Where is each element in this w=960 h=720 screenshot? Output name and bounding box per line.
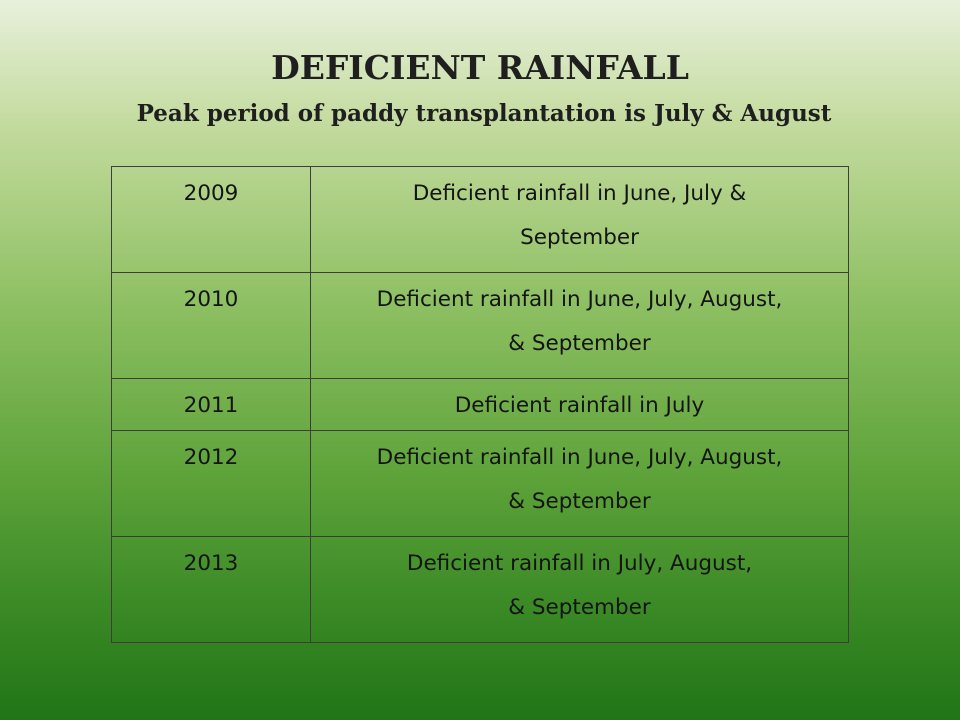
description-cell: Deficient rainfall in June, July, August… [310,272,849,379]
table-row: 2013 Deficient rainfall in July, August,… [111,536,849,643]
description-line: & September [508,595,651,620]
description-cell: Deficient rainfall in July, August, & Se… [310,536,849,643]
description-line: Deficient rainfall in July, August, [406,551,753,576]
year-cell: 2012 [111,430,311,537]
description-line: Deficient rainfall in June, July, August… [376,445,783,470]
slide-subtitle: Peak period of paddy transplantation is … [136,100,832,127]
description-cell: Deficient rainfall in July [310,378,849,431]
year-cell: 2010 [111,272,311,379]
table-row: 2010 Deficient rainfall in June, July, A… [111,272,849,379]
description-line: & September [508,331,651,356]
description-line: September [520,225,639,250]
description-cell: Deficient rainfall in June, July & Septe… [310,166,849,273]
table-row: 2009 Deficient rainfall in June, July & … [111,166,849,273]
slide-title: DEFICIENT RAINFALL [271,48,689,87]
year-cell: 2009 [111,166,311,273]
description-line: Deficient rainfall in June, July, August… [376,287,783,312]
description-line: & September [508,489,651,514]
rainfall-table: 2009 Deficient rainfall in June, July & … [111,166,849,643]
table-row: 2011 Deficient rainfall in July [111,378,849,431]
description-line: Deficient rainfall in June, July & [412,181,747,206]
description-line: Deficient rainfall in July [454,393,705,418]
description-cell: Deficient rainfall in June, July, August… [310,430,849,537]
year-cell: 2011 [111,378,311,431]
table-row: 2012 Deficient rainfall in June, July, A… [111,430,849,537]
year-cell: 2013 [111,536,311,643]
